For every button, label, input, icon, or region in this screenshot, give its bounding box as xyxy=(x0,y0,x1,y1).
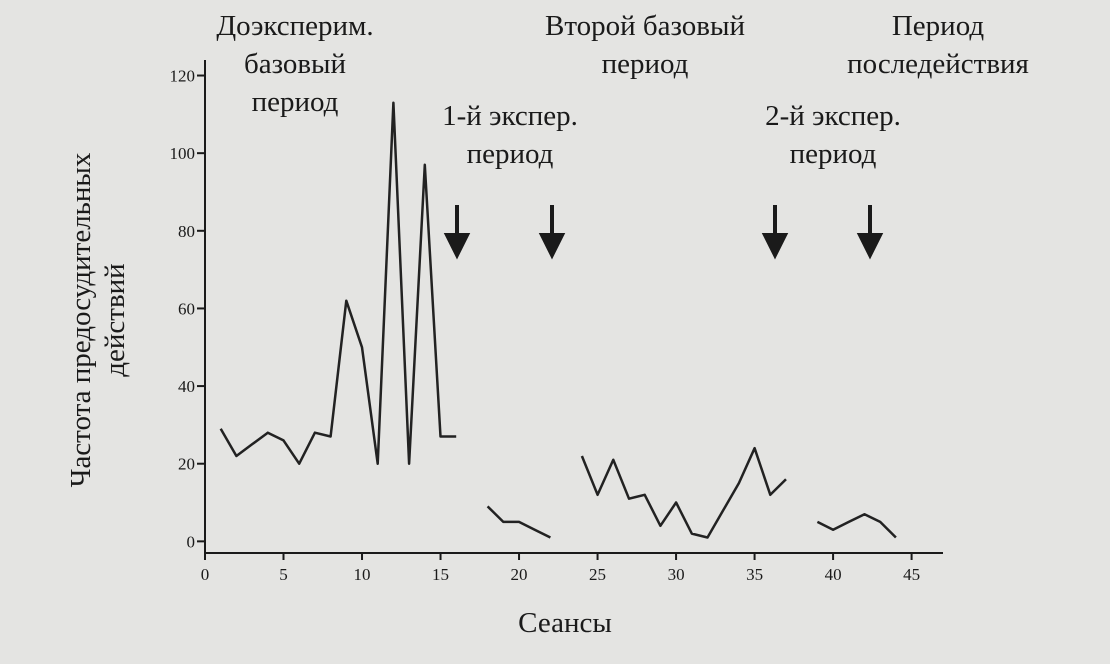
y-tick-label: 60 xyxy=(178,299,195,318)
x-tick-label: 20 xyxy=(511,565,528,584)
x-tick-label: 0 xyxy=(201,565,210,584)
x-tick-label: 35 xyxy=(746,565,763,584)
phase-arrows xyxy=(443,205,884,260)
y-tick-label: 40 xyxy=(178,377,195,396)
phase-label: Второй базовый xyxy=(545,10,745,42)
phase-label: Доэксперим. xyxy=(216,10,373,42)
phase-label: 2-й экспер. xyxy=(765,100,901,132)
y-tick-label: 20 xyxy=(178,455,195,474)
phase-label: период xyxy=(602,48,689,80)
phase-label: период xyxy=(467,138,554,170)
phase-label: базовый xyxy=(244,48,346,80)
phase-label: Период xyxy=(892,10,984,42)
x-tick-label: 25 xyxy=(589,565,606,584)
y-tick-label: 100 xyxy=(170,144,196,163)
x-tick-label: 5 xyxy=(279,565,288,584)
phase-label: период xyxy=(252,86,339,118)
data-line xyxy=(219,101,897,539)
y-tick-label: 120 xyxy=(170,67,196,86)
x-axis-label: Сеансы xyxy=(518,607,612,639)
x-tick-label: 15 xyxy=(432,565,449,584)
y-tick-label: 80 xyxy=(178,222,195,241)
y-axis-label: Частота предосудительных xyxy=(65,152,97,487)
y-tick-label: 0 xyxy=(187,532,196,551)
phase-label: последействия xyxy=(847,48,1029,80)
x-tick-label: 40 xyxy=(825,565,842,584)
y-axis-label: действий xyxy=(99,263,131,376)
x-tick-label: 45 xyxy=(903,565,920,584)
phase-label: период xyxy=(790,138,877,170)
x-tick-label: 30 xyxy=(668,565,685,584)
phase-label: 1-й экспер. xyxy=(442,100,578,132)
x-tick-label: 10 xyxy=(354,565,371,584)
